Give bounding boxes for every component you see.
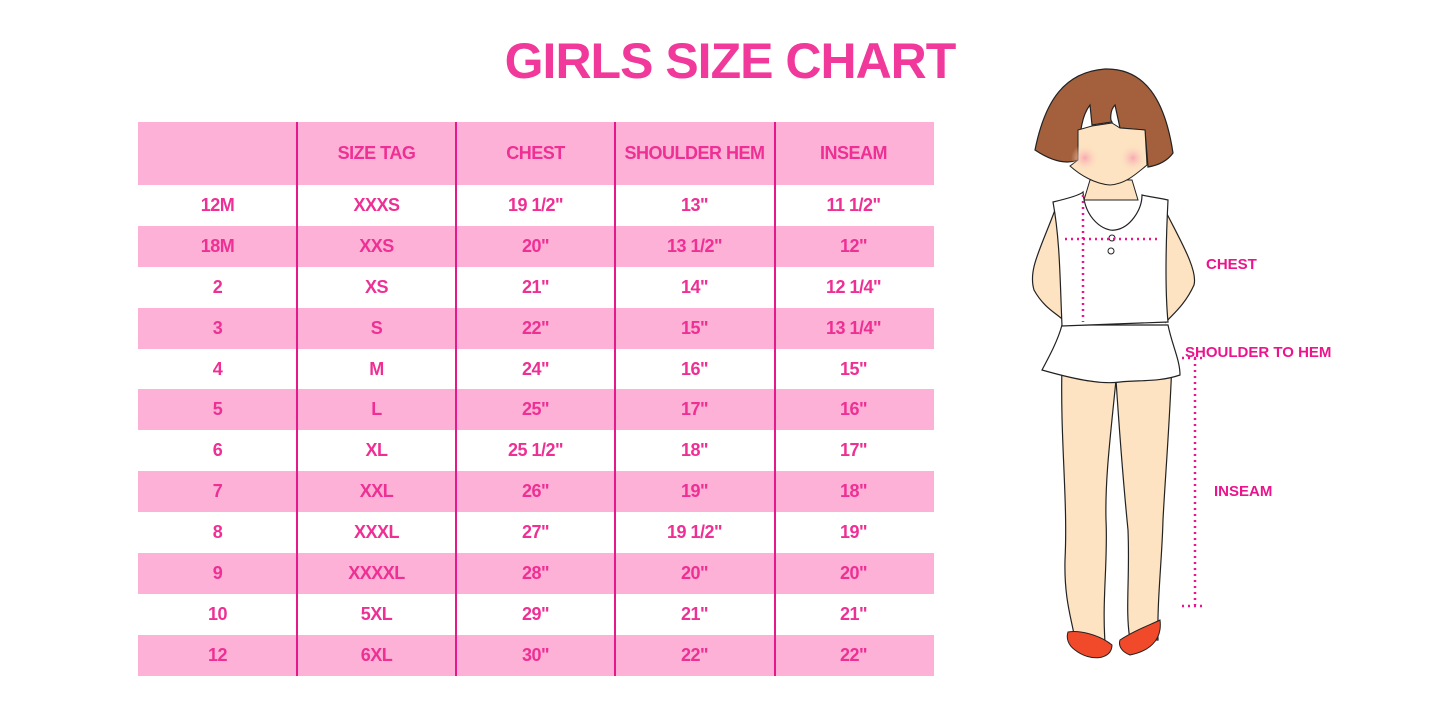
table-row: 10 5XL 29" 21" 21" [138, 594, 934, 635]
inseam-cell: 12 1/4" [825, 276, 882, 297]
inseam-label: INSEAM [1214, 483, 1273, 500]
chest-cell: 27" [521, 522, 550, 543]
table-row: 18M XXS 20" 13 1/2" 12" [138, 225, 934, 267]
chest-cell: 29" [521, 603, 550, 624]
age-cell: 4 [212, 358, 223, 379]
inseam-cell: 15" [839, 358, 868, 379]
page-title: GIRLS SIZE CHART [504, 33, 957, 89]
size-tag-cell: S [370, 317, 383, 338]
chest-cell: 25" [521, 399, 550, 420]
chest-cell: 20" [521, 235, 550, 256]
inseam-cell: 19" [839, 522, 868, 543]
size-table: SIZE TAG CHEST SHOULDER HEM INSEAM 12M XX… [138, 122, 934, 676]
shoulder-hem-cell: 13 1/2" [666, 235, 723, 256]
table-row: 8 XXXL 27" 19 1/2" 19" [138, 512, 934, 553]
age-cell: 10 [207, 603, 228, 624]
inseam-cell: 22" [839, 644, 868, 665]
chest-cell: 30" [521, 644, 550, 665]
shoulder-hem-cell: 17" [680, 399, 709, 420]
girl-illustration [1031, 68, 1202, 659]
inseam-cell: 17" [839, 440, 868, 461]
age-cell: 2 [212, 276, 223, 297]
inseam-cell: 18" [839, 481, 868, 502]
chest-cell: 28" [521, 562, 550, 583]
shoulder-hem-cell: 19 1/2" [666, 522, 723, 543]
size-tag-cell: XXL [359, 481, 394, 502]
size-tag-cell: 5XL [360, 603, 393, 624]
header-cell [138, 122, 297, 185]
age-cell: 5 [212, 399, 223, 420]
inseam-cell: 13 1/4" [825, 317, 882, 338]
chest-cell: 21" [521, 276, 550, 297]
column-divider [774, 122, 776, 676]
inseam-cell: 20" [839, 562, 868, 583]
age-cell: 12M [200, 194, 235, 215]
chest-cell: 24" [521, 358, 550, 379]
header-cell: INSEAM [819, 143, 888, 163]
table-row: 12 6XL 30" 22" 22" [138, 634, 934, 676]
table-row: 9 XXXXL 28" 20" 20" [138, 553, 934, 594]
header-cell: SIZE TAG [337, 143, 416, 163]
shoulder-hem-cell: 16" [680, 358, 709, 379]
table-row: 2 XS 21" 14" 12 1/4" [138, 267, 934, 308]
age-cell: 6 [212, 440, 223, 461]
column-divider [296, 122, 298, 676]
age-cell: 9 [212, 562, 223, 583]
chest-cell: 19 1/2" [507, 194, 564, 215]
shoulder-to-hem-label: SHOULDER TO HEM [1185, 344, 1332, 361]
age-cell: 8 [212, 522, 223, 543]
shoulder-hem-cell: 18" [680, 440, 709, 461]
chest-cell: 22" [521, 317, 550, 338]
table-row: 5 L 25" 17" 16" [138, 389, 934, 431]
table-header-row: SIZE TAG CHEST SHOULDER HEM INSEAM [138, 122, 934, 185]
table-row: 3 S 22" 15" 13 1/4" [138, 307, 934, 349]
chest-label: CHEST [1206, 256, 1257, 273]
shoulder-hem-cell: 20" [680, 562, 709, 583]
column-divider [614, 122, 616, 676]
table-row: 6 XL 25 1/2" 18" 17" [138, 430, 934, 471]
age-cell: 3 [212, 317, 223, 338]
size-tag-cell: XXS [359, 235, 394, 256]
chest-cell: 26" [521, 481, 550, 502]
size-tag-cell: XXXL [353, 522, 400, 543]
shoulder-hem-cell: 14" [680, 276, 709, 297]
size-tag-cell: XS [364, 276, 389, 297]
size-tag-cell: 6XL [360, 644, 393, 665]
size-tag-cell: XL [365, 440, 388, 461]
table-row: 7 XXL 26" 19" 18" [138, 471, 934, 513]
age-cell: 12 [207, 644, 228, 665]
size-tag-cell: XXXXL [348, 562, 405, 583]
shoulder-hem-cell: 21" [680, 603, 709, 624]
age-cell: 7 [212, 481, 223, 502]
inseam-cell: 12" [839, 235, 868, 256]
age-cell: 18M [200, 235, 235, 256]
shoulder-hem-cell: 19" [680, 481, 709, 502]
shoulder-hem-cell: 22" [680, 644, 709, 665]
inseam-cell: 21" [839, 603, 868, 624]
inseam-cell: 11 1/2" [826, 194, 881, 215]
table-row: 4 M 24" 16" 15" [138, 349, 934, 390]
table-row: 12M XXXS 19 1/2" 13" 11 1/2" [138, 185, 934, 226]
shoulder-hem-cell: 15" [680, 317, 709, 338]
header-cell: CHEST [506, 143, 565, 163]
header-cell: SHOULDER HEM [624, 143, 765, 163]
size-tag-cell: L [371, 399, 382, 420]
shoulder-hem-cell: 13" [680, 194, 709, 215]
inseam-cell: 16" [839, 399, 868, 420]
size-tag-cell: XXXS [353, 194, 400, 215]
size-tag-cell: M [369, 358, 384, 379]
column-divider [455, 122, 457, 676]
chest-cell: 25 1/2" [507, 440, 564, 461]
